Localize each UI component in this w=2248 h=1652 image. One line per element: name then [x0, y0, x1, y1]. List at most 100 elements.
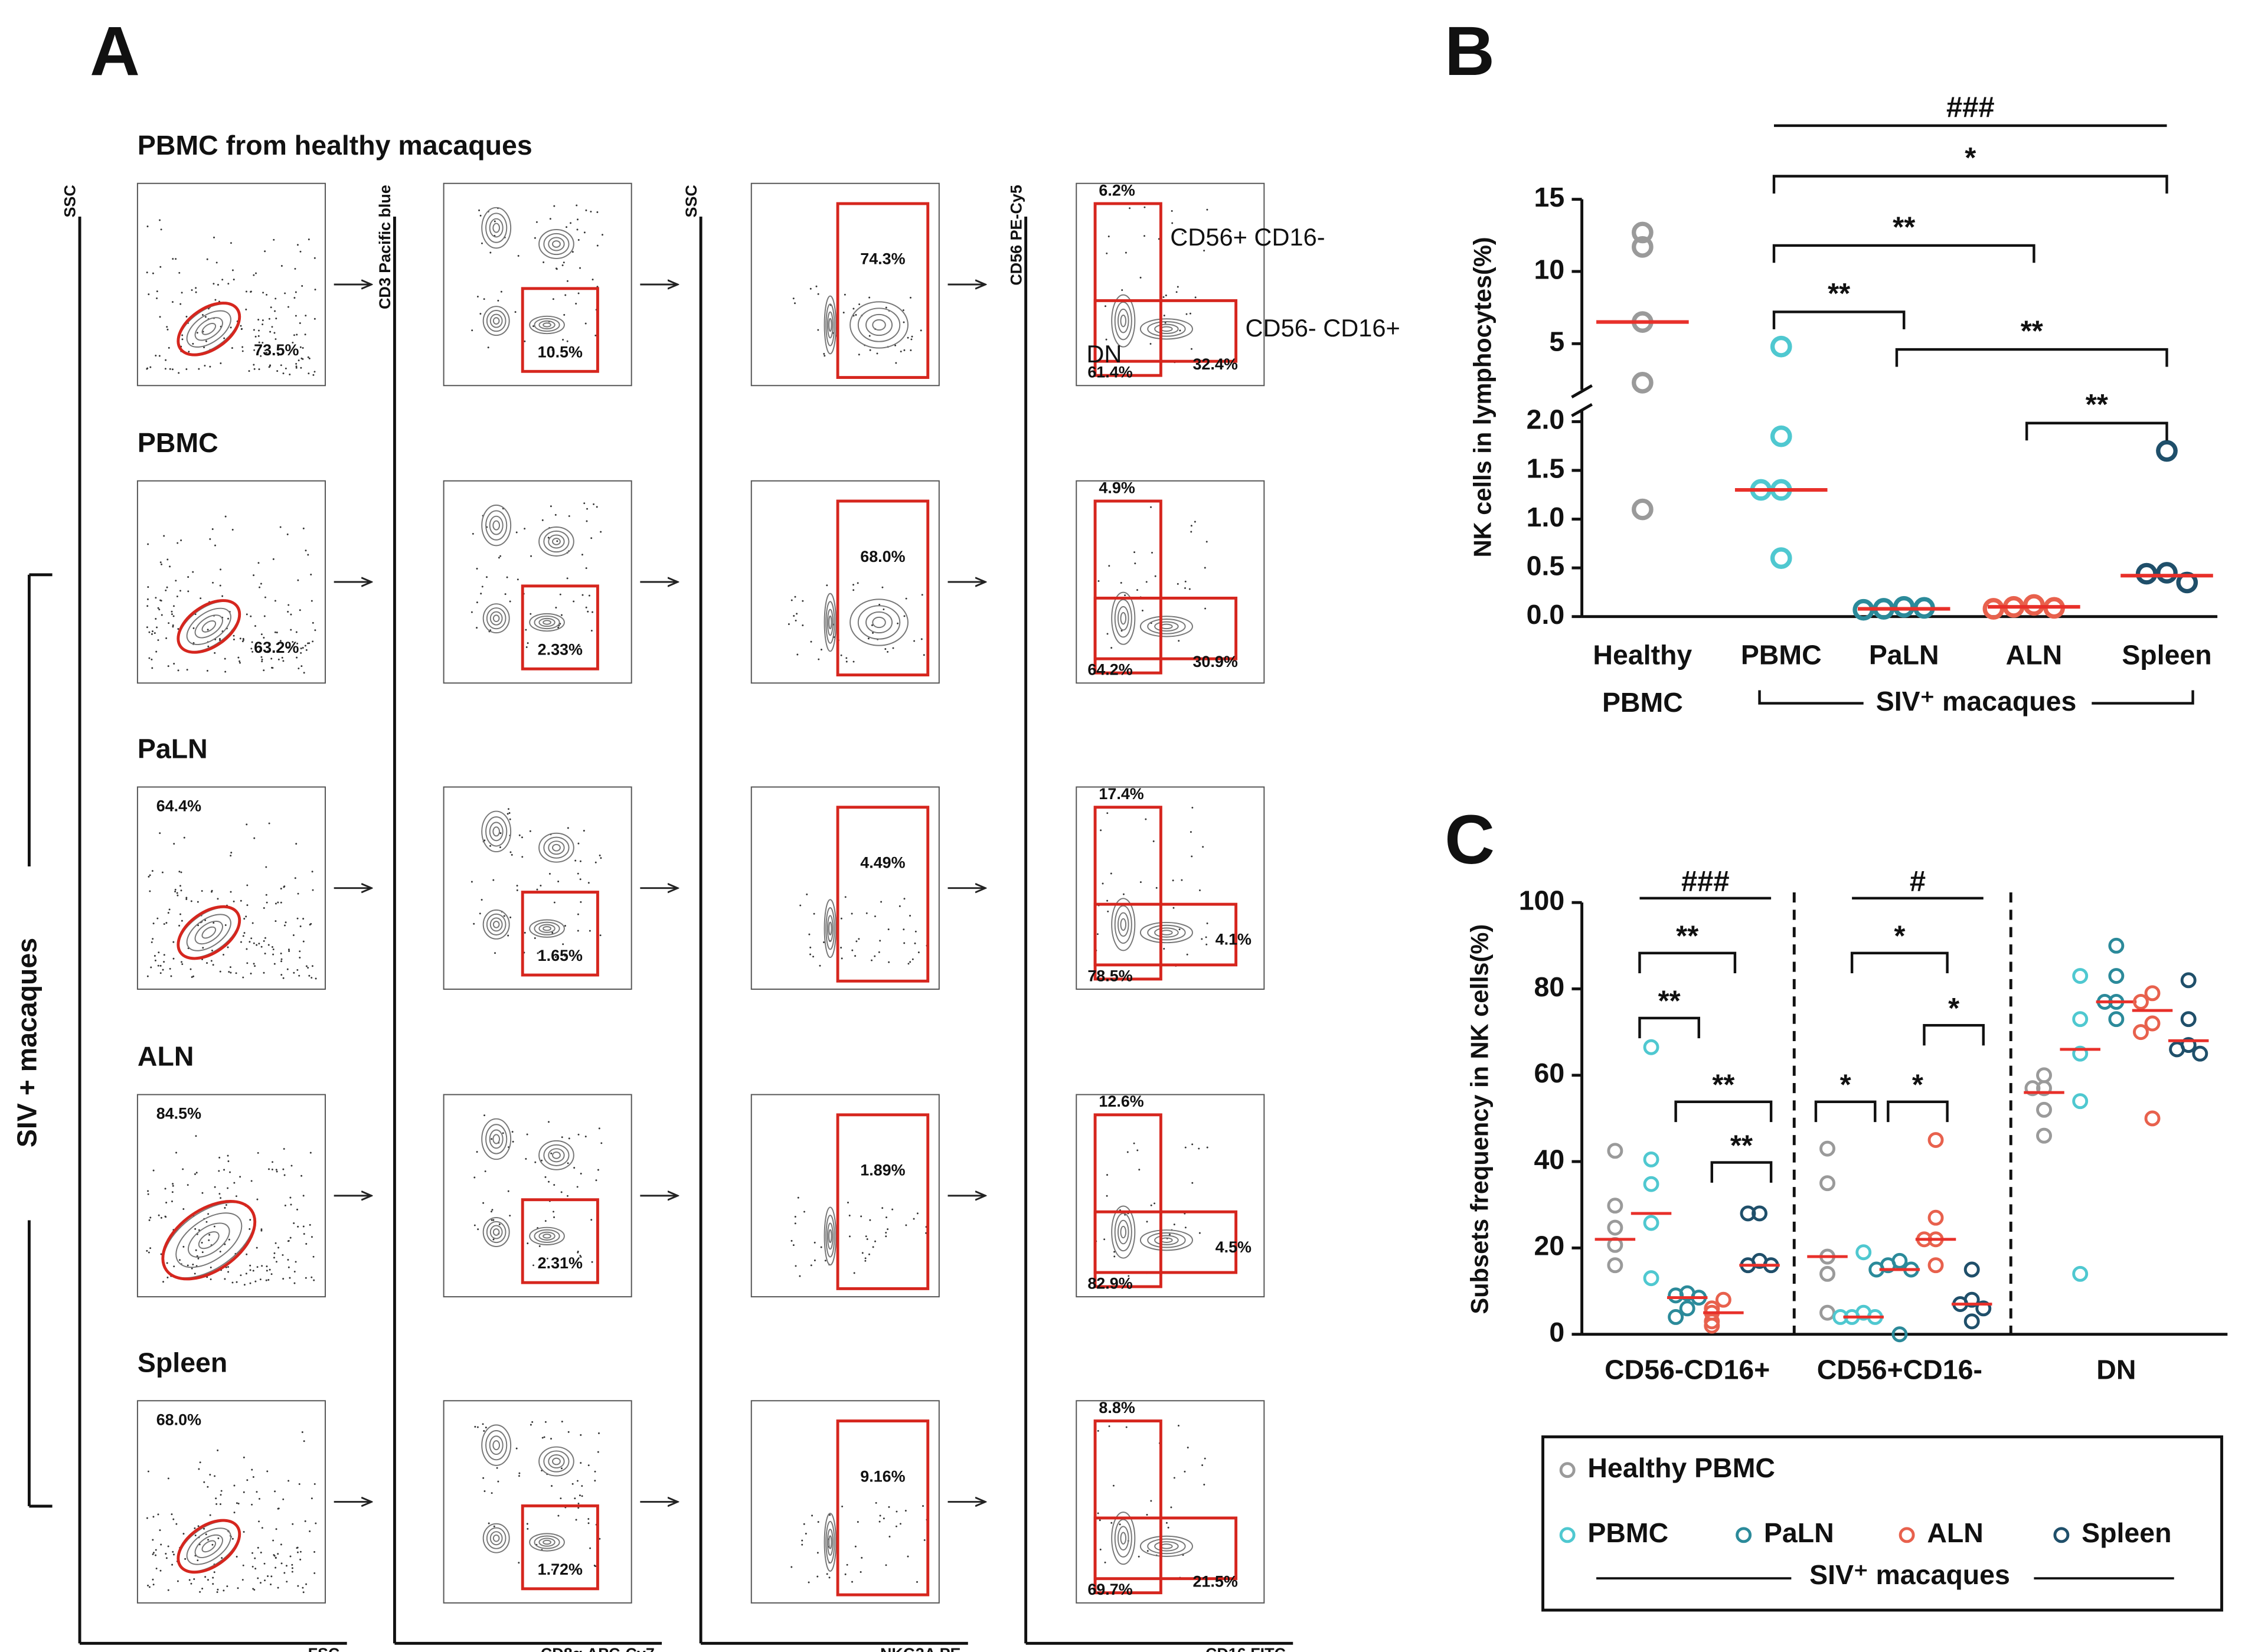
x-tick-label: ALN: [2006, 639, 2063, 670]
event-dot: [233, 1182, 236, 1184]
event-dot: [910, 296, 911, 299]
event-dot: [313, 1550, 316, 1553]
event-dot: [576, 204, 578, 207]
event-dot: [150, 966, 152, 969]
event-dot: [230, 971, 232, 974]
event-dot: [272, 953, 275, 956]
event-dot: [878, 1520, 881, 1523]
contour: [538, 1537, 556, 1547]
data-point: [1679, 1300, 1695, 1317]
contour: [1147, 1232, 1186, 1248]
event-dot: [823, 941, 825, 943]
event-dot: [805, 1532, 807, 1535]
gate-label: 30.9%: [1192, 653, 1237, 670]
data-point: [1632, 236, 1654, 258]
flow-plot: [750, 1400, 940, 1604]
data-point: [1963, 1313, 1980, 1330]
event-dot: [283, 1174, 286, 1176]
event-dot: [175, 580, 177, 582]
significance-label: **: [1658, 986, 1681, 1018]
contour: [492, 520, 501, 531]
event-dot: [313, 1572, 316, 1574]
contour: [1117, 1526, 1129, 1550]
contour: [481, 1424, 512, 1466]
contour: [1114, 1212, 1132, 1252]
significance-label: *: [1840, 1069, 1851, 1101]
event-dot: [816, 1575, 819, 1578]
event-dot: [573, 1167, 576, 1169]
gate: [836, 202, 930, 380]
event-dot: [1133, 551, 1136, 554]
event-dot: [272, 558, 275, 560]
event-dot: [299, 609, 301, 611]
event-dot: [852, 307, 855, 310]
event-dot: [580, 1434, 582, 1436]
significance-bracket: [1814, 1100, 1877, 1123]
event-dot: [587, 882, 590, 884]
event-dot: [181, 334, 184, 336]
event-dot: [210, 1266, 212, 1268]
event-dot: [289, 1236, 292, 1239]
event-dot: [476, 296, 479, 297]
event-dot: [146, 271, 148, 274]
event-dot: [808, 933, 811, 935]
event-dot: [875, 1501, 877, 1504]
event-dot: [1150, 1500, 1152, 1502]
event-dot: [595, 1179, 597, 1182]
event-dot: [597, 1169, 599, 1171]
event-dot: [207, 1213, 210, 1215]
data-point: [1668, 1287, 1684, 1304]
event-dot: [853, 1272, 855, 1274]
event-dot: [305, 649, 308, 651]
event-dot: [818, 658, 820, 660]
event-dot: [245, 915, 247, 918]
event-dot: [237, 656, 240, 659]
gate-label: 12.6%: [1099, 1092, 1143, 1110]
event-dot: [210, 1278, 212, 1281]
event-dot: [809, 287, 812, 290]
event-dot: [166, 558, 169, 561]
significance-bracket: [1638, 951, 1737, 974]
event-dot: [159, 219, 161, 221]
event-dot: [254, 625, 256, 627]
event-dot: [1149, 343, 1152, 345]
event-dot: [858, 354, 860, 356]
event-dot: [146, 605, 149, 607]
event-dot: [548, 1180, 550, 1183]
event-dot: [165, 1202, 168, 1204]
event-dot: [573, 600, 575, 603]
event-dot: [521, 856, 524, 858]
event-dot: [198, 368, 200, 370]
event-dot: [1139, 276, 1142, 279]
data-point: [2144, 985, 2161, 1002]
event-dot: [816, 1552, 819, 1554]
significance-label: **: [1893, 211, 1915, 243]
event-dot: [525, 1157, 527, 1160]
event-dot: [240, 325, 242, 327]
event-dot: [311, 977, 313, 979]
event-dot: [1173, 1224, 1175, 1226]
event-dot: [476, 601, 478, 604]
event-dot: [496, 1467, 498, 1469]
event-dot: [524, 931, 526, 934]
event-dot: [164, 1188, 166, 1190]
event-dot: [182, 1208, 185, 1210]
event-dot: [287, 604, 290, 606]
event-dot: [512, 1140, 514, 1143]
event-dot: [566, 340, 568, 342]
event-dot: [224, 657, 226, 660]
event-dot: [165, 637, 168, 639]
event-dot: [851, 949, 854, 951]
event-dot: [1204, 1457, 1206, 1460]
x-tick-label: PBMC: [1741, 639, 1822, 670]
event-dot: [148, 1251, 150, 1254]
contour: [482, 1217, 510, 1247]
event-dot: [212, 1576, 214, 1579]
event-dot: [220, 1197, 222, 1199]
event-dot: [1097, 1512, 1099, 1514]
event-dot: [887, 928, 890, 931]
event-dot: [296, 656, 298, 659]
event-dot: [541, 519, 544, 521]
event-dot: [228, 1238, 230, 1241]
